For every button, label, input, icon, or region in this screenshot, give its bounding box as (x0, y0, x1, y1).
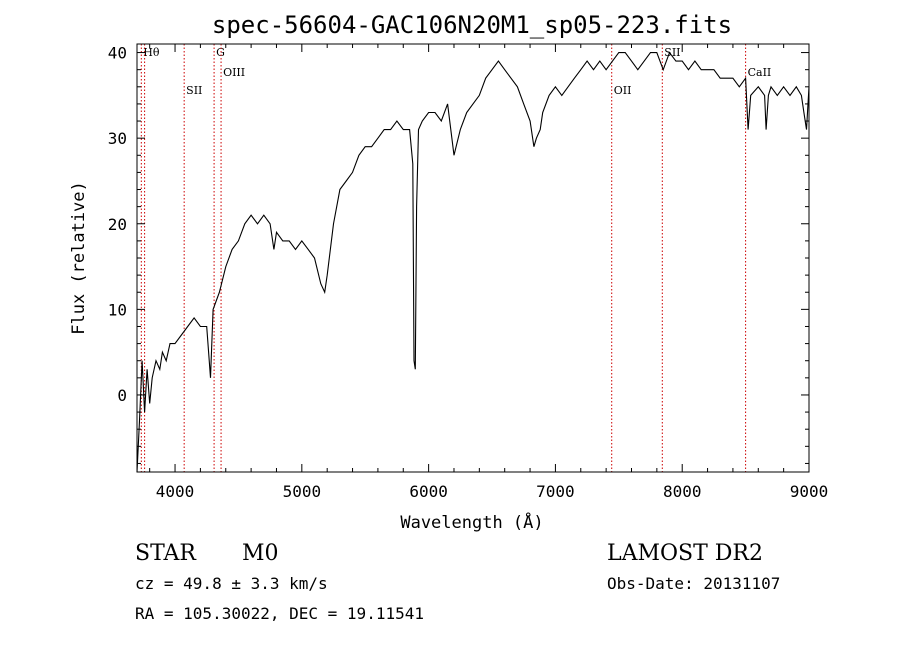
x-tick-label: 5000 (283, 482, 322, 501)
line-label: CaII (748, 66, 772, 79)
axis-ticks: 4000 5000 6000 7000 8000 9000 0 10 20 30 40 (108, 44, 829, 501)
line-label: G (216, 46, 225, 59)
y-axis-label: Flux (relative) (69, 181, 89, 335)
plot-frame (136, 43, 810, 473)
x-axis-label: Wavelength (Å) (400, 511, 543, 533)
line-label: OII (614, 84, 632, 97)
y-tick-label: 20 (108, 215, 127, 234)
y-tick-label: 0 (117, 386, 127, 405)
x-tick-label: 9000 (790, 482, 829, 501)
x-tick-label: 8000 (663, 482, 702, 501)
observation-date: Obs-Date: 20131107 (607, 574, 780, 593)
object-class: STAR (135, 541, 197, 566)
x-tick-label: 4000 (156, 482, 195, 501)
y-tick-label: 10 (108, 300, 127, 319)
y-tick-label: 30 (108, 129, 127, 148)
redshift-info: cz = 49.8 ± 3.3 km/s (135, 574, 328, 593)
object-subclass: M0 (242, 541, 279, 566)
coordinates: RA = 105.30022, DEC = 19.11541 (135, 604, 424, 623)
x-tick-label: 7000 (536, 482, 575, 501)
line-label: SII (186, 84, 202, 97)
chart-title: spec-56604-GAC106N20M1_sp05-223.fits (212, 11, 732, 39)
y-tick-label: 40 (108, 44, 127, 63)
spectrum-series (136, 51, 810, 473)
x-tick-label: 6000 (409, 482, 448, 501)
line-label: Hθ (143, 46, 160, 59)
survey-name: LAMOST DR2 (607, 541, 763, 566)
line-label: OIII (223, 66, 245, 79)
